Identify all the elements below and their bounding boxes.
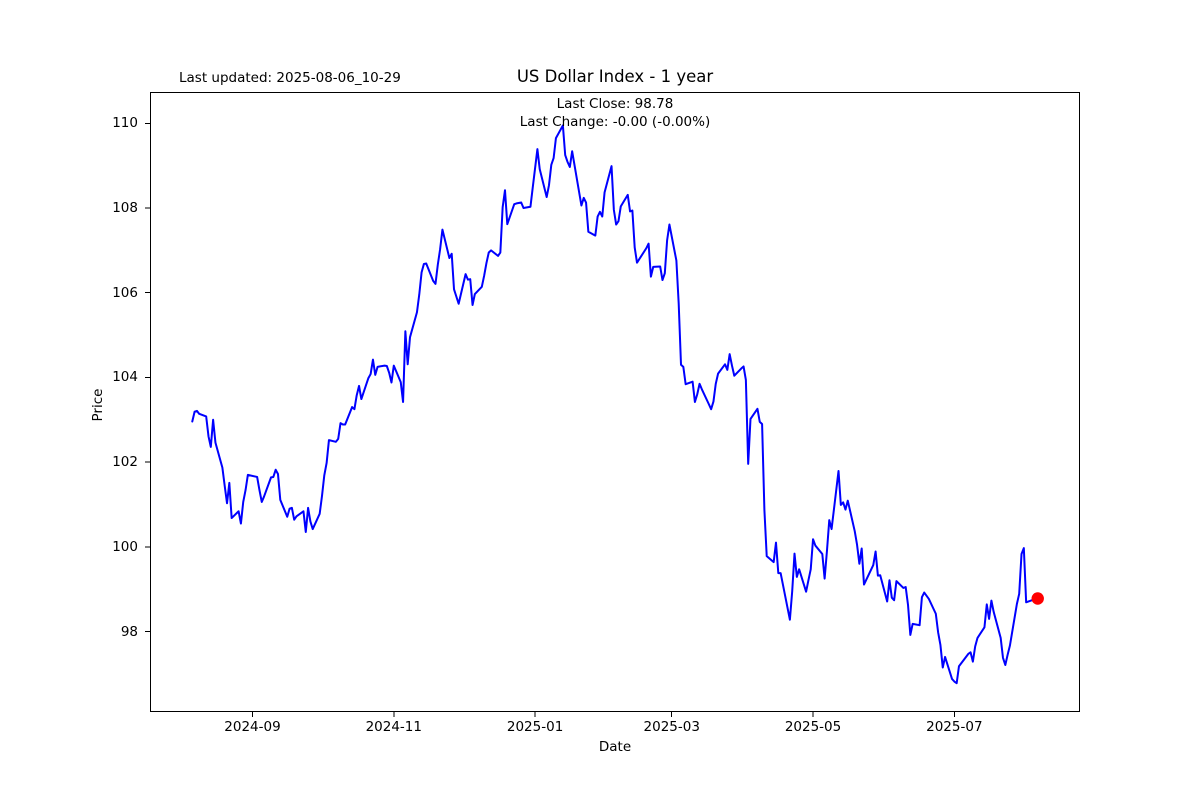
- y-tick-label: 106: [112, 284, 138, 301]
- last-price-marker: [1031, 592, 1044, 605]
- y-tick-label: 100: [112, 538, 138, 555]
- x-tick-label: 2025-01: [506, 719, 564, 735]
- y-tick-label: 98: [120, 623, 138, 640]
- x-tick-label: 2024-11: [365, 719, 422, 735]
- y-tick-label: 104: [112, 369, 138, 386]
- x-axis-label: Date: [598, 739, 632, 755]
- x-tick-label: 2025-05: [784, 719, 842, 735]
- last-close-text: Last Close: 98.78: [556, 96, 674, 112]
- x-tick-label: 2024-09: [224, 719, 281, 735]
- y-tick-label: 110: [112, 115, 138, 132]
- y-tick-label: 108: [112, 200, 138, 217]
- price-line: [191, 124, 1039, 685]
- x-tick-label: 2025-03: [643, 719, 700, 735]
- chart-title: US Dollar Index - 1 year: [516, 67, 714, 86]
- x-tick-label: 2025-07: [926, 719, 983, 735]
- last-close-annotation: Last Close: 98.78 Last Change: -0.00 (-0…: [520, 96, 710, 131]
- y-tick-label: 102: [112, 454, 138, 471]
- axes-frame: [150, 92, 1080, 712]
- last-updated-text: Last updated: 2025-08-06_10-29: [179, 70, 401, 86]
- last-change-text: Last Change: -0.00 (-0.00%): [519, 113, 711, 130]
- y-axis-label: Price: [90, 388, 106, 422]
